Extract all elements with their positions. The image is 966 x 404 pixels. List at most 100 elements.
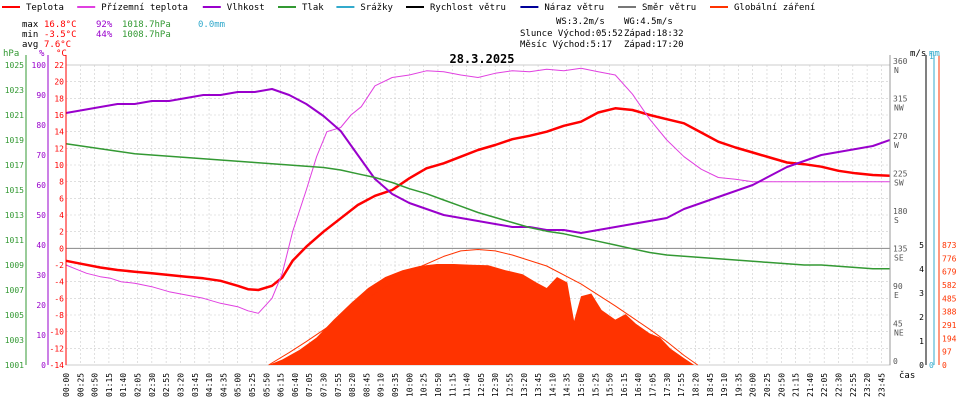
axis-dir-tick-0: 360 [893,57,908,66]
series-radiation [268,249,698,366]
stat-min-label: min [22,30,38,40]
stat-avg-temp: 7.6°C [44,40,71,50]
info-wg: WG:4.5m/s [624,17,673,27]
x-tick-26: 10:50 [434,373,443,397]
axis-deg-tick-11: 0 [59,244,64,253]
x-tick-28: 11:40 [463,373,472,397]
axis-deg-tick-3: 16 [54,111,64,120]
axis-dir-name-3: SW [894,179,904,188]
axis-hpa-tick-1: 1023 [5,86,24,95]
x-tick-45: 18:45 [706,373,715,397]
chart-title: 28.3.2025 [449,52,514,66]
axis-unit-precip: mm [929,49,940,59]
axis-deg-tick-13: -4 [54,278,64,287]
legend: Teplota Přízemní teplota Vlhkost Tlak Srážky… [2,3,815,13]
x-tick-36: 15:00 [577,373,586,397]
axis-dir-tick-3: 225 [893,170,908,179]
legend-label-3: Tlak [302,3,324,13]
axis-dir-tick-6: 90 [893,282,903,291]
axis-deg-tick-14: -6 [54,294,64,303]
axis-pct-tick-7: 30 [36,271,46,280]
x-tick-17: 07:05 [305,373,314,397]
x-tick-40: 16:40 [634,373,643,397]
legend-label-4: Srážky [360,3,393,13]
x-tick-5: 02:05 [134,373,143,397]
axis-pct-tick-9: 10 [36,331,46,340]
x-tick-8: 03:20 [176,373,185,397]
x-tick-48: 20:00 [749,373,758,397]
axis-dir-tick-5: 135 [893,245,908,254]
axis-deg-tick-1: 20 [54,78,64,87]
axis-deg-tick-15: -8 [54,311,64,320]
series-humidity [65,88,891,234]
axis-hpa-tick-8: 1009 [5,261,24,270]
x-tick-1: 00:25 [76,373,85,397]
axis-pct-tick-10: 0 [41,361,46,370]
x-axis-label: čas [899,370,915,381]
axis-wind-tick-1: 4 [919,265,924,274]
legend-label-2: Vlhkost [227,3,265,13]
axis-deg-tick-12: -2 [54,261,64,270]
axis-hpa-tick-9: 1007 [5,286,24,295]
axis-pct-tick-8: 20 [36,301,46,310]
radiation-measured-area [268,264,695,365]
axis-rad-tick-7: 194 [942,334,957,343]
axis-deg-tick-8: 6 [59,194,64,203]
axis-dir-name-7: NE [894,329,904,338]
axis-hpa-tick-0: 1025 [5,61,24,70]
axis-hpa-tick-10: 1005 [5,311,24,320]
x-tick-23: 09:35 [391,373,400,397]
axis-rad-tick-0: 873 [942,241,957,250]
x-tick-37: 15:25 [591,373,600,397]
axis-deg-tick-10: 2 [59,228,64,237]
x-tick-18: 07:30 [320,373,329,397]
x-tick-13: 05:25 [248,373,257,397]
legend-label-8: Globální záření [734,3,815,13]
axis-dir-tick-4: 180 [893,207,908,216]
axis-hpa-tick-12: 1001 [5,361,24,370]
x-tick-10: 04:10 [205,373,214,397]
axis-dir-name-4: S [894,216,899,225]
axis-deg-tick-9: 4 [59,211,64,220]
stat-max-temp: 16.8°C [44,20,77,30]
x-tick-41: 17:05 [649,373,658,397]
x-tick-52: 21:40 [806,373,815,397]
axis-rad-tick-8: 97 [942,348,952,357]
x-tick-51: 21:15 [792,373,801,397]
stats-block: max 16.8°C 92% 1018.7hPa 0.0mm min -3.5°… [22,20,225,50]
axis-hpa-tick-2: 1021 [5,111,24,120]
axis-rad-tick-6: 291 [942,321,957,330]
axis-hpa-tick-5: 1015 [5,186,24,195]
axis-deg-tick-6: 10 [54,161,64,170]
axis-dir-name-2: W [894,141,899,150]
legend-label-6: Náraz větru [544,3,604,13]
x-tick-50: 20:50 [777,373,786,397]
stat-max-label: max [22,20,39,30]
x-tick-7: 02:55 [162,373,171,397]
axis-wind-tick-0: 5 [919,241,924,250]
x-tick-14: 05:50 [262,373,271,397]
legend-label-7: Směr větru [642,3,696,13]
x-tick-21: 08:45 [362,373,371,397]
axis-wind-tick-3: 2 [919,313,924,322]
x-tick-15: 06:15 [277,373,286,397]
axis-unit-left-1: % [39,49,45,59]
axis-hpa-tick-6: 1013 [5,211,24,220]
x-tick-42: 17:30 [663,373,672,397]
x-tick-6: 02:30 [148,373,157,397]
axis-hpa-tick-4: 1017 [5,161,24,170]
axis-rad-tick-3: 582 [942,281,957,290]
x-tick-16: 06:40 [291,373,300,397]
x-tick-56: 23:20 [863,373,872,397]
x-tick-22: 09:10 [377,373,386,397]
axis-pct-tick-2: 80 [36,121,46,130]
info-moon-set: Západ:17:20 [624,40,684,50]
series-pressure [65,142,890,270]
x-tick-33: 13:45 [534,373,543,397]
axis-dir-name-5: SE [894,254,904,263]
axis-deg-tick-4: 14 [54,128,64,137]
x-tick-3: 01:15 [105,373,114,397]
axes-layer: 1025102310211019101710151013101110091007… [3,49,957,397]
x-tick-44: 18:20 [691,373,700,397]
stat-max-rain: 0.0mm [198,20,225,30]
